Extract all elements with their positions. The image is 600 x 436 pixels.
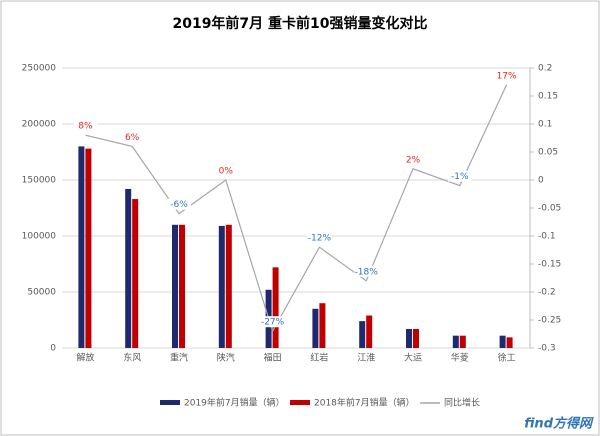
x-tick-label: 陕汽 — [217, 352, 235, 364]
x-tick-label: 华菱 — [451, 352, 469, 364]
y2-tick-label: -0.2 — [538, 288, 556, 298]
value-label-bg — [167, 198, 191, 210]
value-label: -18% — [355, 267, 379, 277]
x-tick-label: 红岩 — [310, 352, 328, 364]
value-label: 6% — [125, 133, 140, 143]
value-label-bg — [354, 265, 379, 277]
bar — [406, 328, 412, 348]
y2-tick-label: 0.05 — [538, 148, 558, 158]
value-label-bg — [307, 232, 332, 244]
bar — [218, 225, 225, 348]
y2-tick-label: -0.15 — [538, 260, 561, 270]
legend-label: 2019年前7月销量（辆） — [184, 397, 285, 409]
watermark: find方得网 — [524, 416, 594, 432]
value-label: -27% — [261, 318, 285, 328]
bar — [319, 303, 326, 348]
bar — [366, 315, 373, 348]
value-label-bg — [120, 131, 145, 143]
y2-tick-label: -0.25 — [538, 316, 561, 326]
y-tick-label: 100000 — [22, 232, 57, 242]
y-tick-label: 50000 — [27, 288, 56, 298]
value-label-bg — [401, 153, 425, 165]
x-tick-label: 福田 — [264, 352, 282, 364]
y2-tick-label: 0.2 — [538, 64, 552, 74]
bar — [452, 335, 459, 348]
y-tick-label: 0 — [50, 344, 56, 354]
legend-swatch — [160, 400, 180, 405]
value-label: -6% — [170, 200, 188, 210]
value-label-bg — [494, 69, 519, 81]
value-label-bg — [73, 120, 98, 132]
x-tick-label: 东风 — [123, 352, 141, 364]
x-tick-label: 大运 — [404, 352, 422, 364]
y2-tick-label: 0.15 — [538, 92, 558, 102]
bar — [272, 267, 279, 348]
y2-tick-label: -0.3 — [538, 344, 556, 354]
value-label: 2% — [406, 155, 421, 165]
bar — [85, 148, 92, 348]
legend-swatch — [290, 400, 310, 405]
y2-tick-label: 0 — [538, 176, 544, 186]
x-tick-label: 重汽 — [170, 352, 188, 364]
bar — [459, 335, 466, 348]
y-tick-label: 200000 — [22, 120, 57, 130]
bar — [506, 337, 513, 348]
bar — [312, 308, 319, 348]
y-tick-label: 250000 — [22, 64, 57, 74]
x-tick-label: 江淮 — [357, 353, 375, 364]
bar — [225, 224, 232, 348]
y2-tick-label: 0.1 — [538, 120, 552, 130]
bar — [172, 224, 178, 348]
line — [85, 84, 508, 333]
legend-label: 2018年前7月销量（辆） — [314, 397, 415, 409]
value-label: -1% — [451, 172, 469, 182]
value-label-bg — [260, 316, 285, 328]
x-tick-label: 徐工 — [498, 352, 516, 364]
legend-label: 同比增长 — [444, 397, 480, 409]
value-label: 17% — [497, 71, 517, 81]
y2-tick-label: -0.05 — [538, 204, 561, 214]
bar — [413, 328, 419, 348]
value-label: 0% — [219, 167, 234, 177]
y2-tick-label: -0.1 — [538, 232, 556, 242]
bar — [359, 321, 366, 348]
bar — [78, 146, 85, 348]
bar — [132, 199, 139, 348]
value-label: 8% — [78, 122, 93, 132]
bar — [179, 224, 185, 348]
y-tick-label: 150000 — [22, 176, 57, 186]
value-label-bg — [447, 170, 472, 182]
bar — [125, 188, 132, 348]
value-label: -12% — [308, 234, 332, 244]
value-label-bg — [213, 165, 238, 176]
bar — [499, 335, 506, 348]
chart-title: 2019年前7月 重卡前10强销量变化对比 — [172, 15, 427, 32]
x-tick-label: 解放 — [76, 352, 94, 364]
